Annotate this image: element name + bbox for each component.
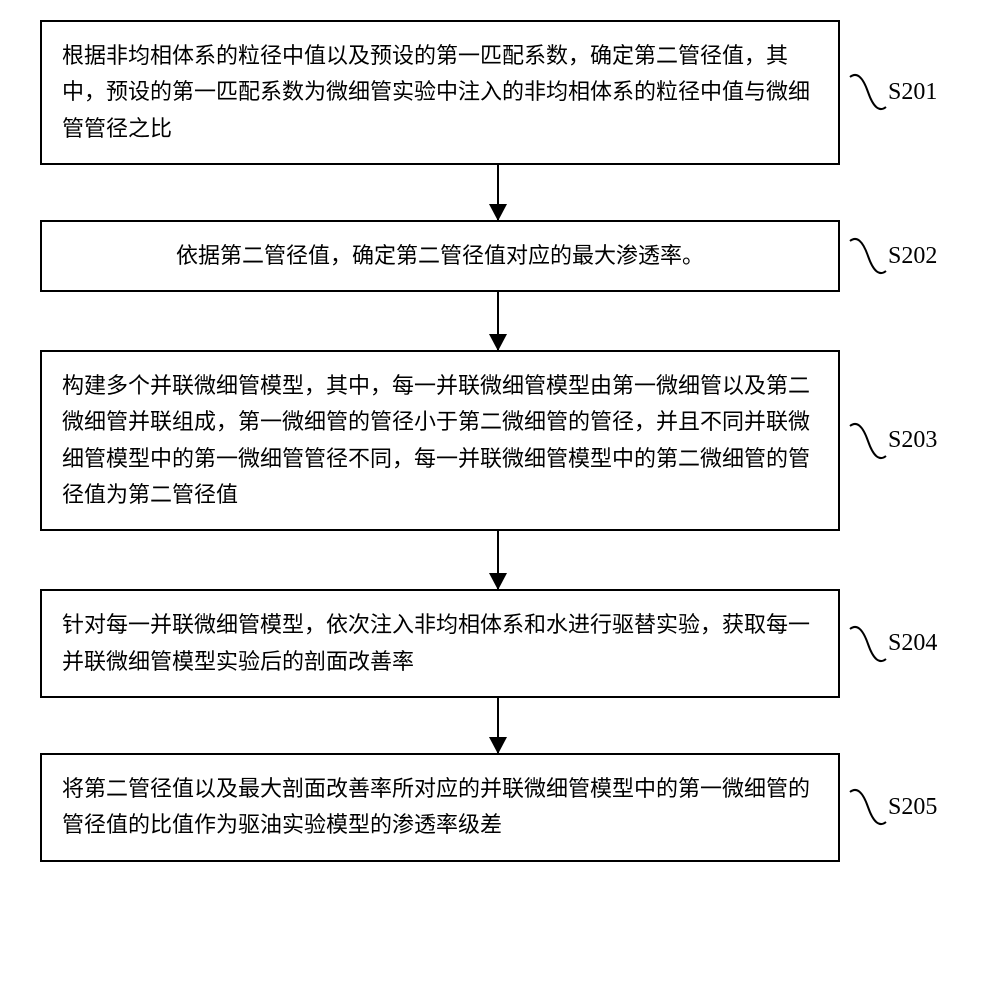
step-wrapper-s205: 将第二管径值以及最大剖面改善率所对应的并联微细管模型中的第一微细管的管径值的比值…: [40, 753, 955, 862]
arrow-container: [98, 698, 898, 753]
step-box-s202: 依据第二管径值，确定第二管径值对应的最大渗透率。: [40, 220, 840, 292]
arrow-container: [98, 292, 898, 350]
step-label-group: S201: [848, 67, 937, 117]
step-text: 针对每一并联微细管模型，依次注入非均相体系和水进行驱替实验，获取每一并联微细管模…: [62, 607, 818, 680]
step-label-s205: S205: [888, 794, 937, 821]
step-box-s203: 构建多个并联微细管模型，其中，每一并联微细管模型由第一微细管以及第二微细管并联组…: [40, 350, 840, 531]
step-wrapper-s204: 针对每一并联微细管模型，依次注入非均相体系和水进行驱替实验，获取每一并联微细管模…: [40, 589, 955, 698]
arrow-down-icon: [497, 165, 499, 220]
arrow-down-icon: [497, 698, 499, 753]
step-label-s204: S204: [888, 630, 937, 657]
connector-curve-icon: [848, 231, 888, 281]
step-text: 将第二管径值以及最大剖面改善率所对应的并联微细管模型中的第一微细管的管径值的比值…: [62, 771, 818, 844]
arrow-down-icon: [497, 292, 499, 350]
connector-curve-icon: [848, 782, 888, 832]
step-box-s204: 针对每一并联微细管模型，依次注入非均相体系和水进行驱替实验，获取每一并联微细管模…: [40, 589, 840, 698]
step-wrapper-s201: 根据非均相体系的粒径中值以及预设的第一匹配系数，确定第二管径值，其中，预设的第一…: [40, 20, 955, 165]
arrow-container: [98, 165, 898, 220]
step-label-group: S203: [848, 416, 937, 466]
step-label-group: S204: [848, 619, 937, 669]
step-label-s203: S203: [888, 427, 937, 454]
arrow-container: [98, 531, 898, 589]
arrow-down-icon: [497, 531, 499, 589]
step-label-group: S205: [848, 782, 937, 832]
connector-curve-icon: [848, 619, 888, 669]
step-label-s202: S202: [888, 243, 937, 270]
step-wrapper-s203: 构建多个并联微细管模型，其中，每一并联微细管模型由第一微细管以及第二微细管并联组…: [40, 350, 955, 531]
step-text: 依据第二管径值，确定第二管径值对应的最大渗透率。: [176, 238, 704, 274]
step-text: 根据非均相体系的粒径中值以及预设的第一匹配系数，确定第二管径值，其中，预设的第一…: [62, 38, 818, 147]
step-label-s201: S201: [888, 79, 937, 106]
step-text: 构建多个并联微细管模型，其中，每一并联微细管模型由第一微细管以及第二微细管并联组…: [62, 368, 818, 513]
connector-curve-icon: [848, 416, 888, 466]
step-label-group: S202: [848, 231, 937, 281]
flowchart-container: 根据非均相体系的粒径中值以及预设的第一匹配系数，确定第二管径值，其中，预设的第一…: [40, 20, 955, 862]
step-wrapper-s202: 依据第二管径值，确定第二管径值对应的最大渗透率。 S202: [40, 220, 955, 292]
step-box-s201: 根据非均相体系的粒径中值以及预设的第一匹配系数，确定第二管径值，其中，预设的第一…: [40, 20, 840, 165]
connector-curve-icon: [848, 67, 888, 117]
step-box-s205: 将第二管径值以及最大剖面改善率所对应的并联微细管模型中的第一微细管的管径值的比值…: [40, 753, 840, 862]
